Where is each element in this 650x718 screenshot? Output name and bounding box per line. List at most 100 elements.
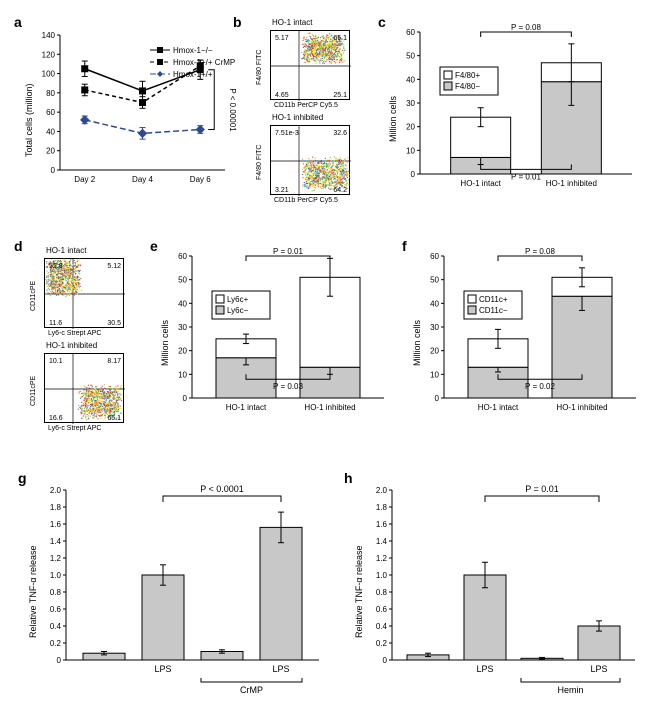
svg-text:52.8: 52.8 [49, 263, 63, 270]
f-ylabel: Million cells [412, 298, 422, 388]
svg-text:Hmox-1+/+: Hmox-1+/+ [173, 70, 213, 79]
svg-text:32.6: 32.6 [333, 130, 347, 137]
svg-text:40: 40 [430, 299, 439, 308]
svg-text:0.2: 0.2 [50, 639, 62, 648]
svg-text:0.6: 0.6 [50, 605, 62, 614]
svg-text:30: 30 [430, 323, 439, 332]
svg-text:CD11c−: CD11c− [479, 306, 508, 315]
svg-text:1.6: 1.6 [376, 520, 388, 529]
svg-text:60: 60 [178, 252, 187, 261]
svg-text:Hemin: Hemin [557, 685, 583, 695]
svg-text:1.2: 1.2 [50, 554, 62, 563]
svg-text:30.5: 30.5 [107, 320, 121, 327]
chart-a: 020406080100120140Day 2Day 4Day 6Hmox-1−… [30, 30, 230, 200]
svg-text:11.6: 11.6 [49, 320, 62, 327]
svg-text:120: 120 [42, 50, 56, 59]
svg-text:CD11c+: CD11c+ [479, 295, 508, 304]
svg-text:1.4: 1.4 [376, 537, 388, 546]
label-g: g [18, 470, 27, 486]
panel-h: Relative TNF-α release 00.20.40.60.81.01… [360, 482, 640, 702]
svg-text:HO-1 intact: HO-1 intact [226, 403, 267, 412]
svg-text:20: 20 [430, 347, 439, 356]
b-scatter-bot: 7.51e-3 32.6 3.21 64.2 [270, 125, 350, 195]
svg-text:64.2: 64.2 [333, 187, 347, 194]
svg-text:60: 60 [46, 108, 55, 117]
svg-text:1.8: 1.8 [376, 503, 388, 512]
svg-text:10: 10 [178, 370, 187, 379]
svg-text:20: 20 [178, 347, 187, 356]
svg-text:5.17: 5.17 [275, 35, 289, 42]
label-b: b [233, 14, 242, 30]
svg-text:2.0: 2.0 [50, 486, 62, 495]
svg-text:7.51e-3: 7.51e-3 [275, 130, 299, 137]
svg-text:HO-1 intact: HO-1 intact [460, 179, 501, 188]
svg-text:60: 60 [406, 28, 415, 37]
svg-text:P < 0.00001: P < 0.00001 [228, 88, 237, 132]
label-c: c [378, 14, 386, 30]
svg-text:0: 0 [383, 656, 388, 665]
svg-text:F4/80+: F4/80+ [455, 71, 480, 80]
b-xlabel-1: CD11b PerCP Cy5.5 [274, 102, 338, 109]
chart-h: 00.20.40.60.81.01.21.41.61.82.0LPSLPSHem… [360, 482, 640, 702]
svg-text:20: 20 [46, 147, 55, 156]
svg-text:65.1: 65.1 [333, 35, 347, 42]
svg-text:65.1: 65.1 [107, 415, 121, 422]
svg-text:HO-1 inhibited: HO-1 inhibited [556, 403, 607, 412]
chart-c: 0102030405060HO-1 intactHO-1 inhibitedF4… [392, 24, 637, 204]
svg-text:Day 4: Day 4 [132, 175, 153, 184]
svg-text:0.8: 0.8 [50, 588, 62, 597]
svg-text:50: 50 [430, 276, 439, 285]
panel-b: HO-1 intact 5.1765.14.6525.1 F4/80 FITC … [248, 20, 358, 210]
e-ylabel: Million cells [160, 298, 170, 388]
svg-text:1.8: 1.8 [50, 503, 62, 512]
svg-text:0.4: 0.4 [50, 622, 62, 631]
svg-text:0: 0 [435, 394, 440, 403]
label-f: f [402, 238, 407, 254]
svg-text:Ly6c−: Ly6c− [227, 306, 249, 315]
d-scatter-bot: 10.18.1716.665.1 [44, 353, 124, 423]
g-ylabel: Relative TNF-α release [28, 522, 38, 662]
panel-e: Million cells 0102030405060HO-1 intactHO… [164, 248, 389, 428]
d-xlabel-2: Ly6-c Strept APC [48, 425, 101, 432]
h-ylabel: Relative TNF-α release [354, 522, 364, 662]
svg-text:5.12: 5.12 [107, 263, 121, 270]
svg-text:50: 50 [178, 276, 187, 285]
d-xlabel-1: Ly6-c Strept APC [48, 330, 101, 337]
svg-text:Hmox-1+/+ CrMP: Hmox-1+/+ CrMP [173, 58, 235, 67]
svg-text:P = 0.02: P = 0.02 [525, 382, 555, 391]
label-e: e [150, 238, 158, 254]
svg-text:LPS: LPS [272, 664, 289, 674]
svg-text:10: 10 [430, 370, 439, 379]
svg-text:HO-1 inhibited: HO-1 inhibited [304, 403, 355, 412]
a-ylabel: Total cells (million) [24, 60, 34, 180]
svg-text:3.21: 3.21 [275, 187, 289, 194]
svg-text:LPS: LPS [476, 664, 493, 674]
svg-text:40: 40 [46, 127, 55, 136]
b-scatter-top: 5.1765.14.6525.1 [270, 30, 350, 100]
b-xlabel-2: CD11b PerCP Cy5.5 [274, 197, 338, 204]
svg-text:8.17: 8.17 [107, 358, 121, 365]
svg-text:30: 30 [406, 99, 415, 108]
svg-text:1.0: 1.0 [50, 571, 62, 580]
svg-text:LPS: LPS [154, 664, 171, 674]
c-ylabel: Million cells [388, 74, 398, 164]
svg-text:P < 0.0001: P < 0.0001 [200, 484, 244, 494]
svg-text:60: 60 [430, 252, 439, 261]
svg-text:140: 140 [42, 31, 56, 40]
panel-f: Million cells 0102030405060HO-1 intactHO… [416, 248, 641, 428]
label-a: a [14, 14, 22, 30]
svg-text:0: 0 [411, 170, 416, 179]
d-scatter-top: 52.8 5.12 11.6 30.5 [44, 258, 124, 328]
svg-text:25.1: 25.1 [333, 92, 347, 99]
svg-text:100: 100 [42, 70, 56, 79]
svg-text:Day 2: Day 2 [74, 175, 95, 184]
svg-text:P = 0.01: P = 0.01 [525, 484, 559, 494]
svg-text:F4/80−: F4/80− [455, 82, 480, 91]
svg-text:40: 40 [406, 75, 415, 84]
svg-text:0.6: 0.6 [376, 605, 388, 614]
svg-text:0: 0 [183, 394, 188, 403]
svg-text:HO-1 inhibited: HO-1 inhibited [546, 179, 597, 188]
svg-text:0: 0 [57, 656, 62, 665]
b-ylabel-1: F4/80 FITC [256, 40, 263, 95]
svg-text:50: 50 [406, 52, 415, 61]
